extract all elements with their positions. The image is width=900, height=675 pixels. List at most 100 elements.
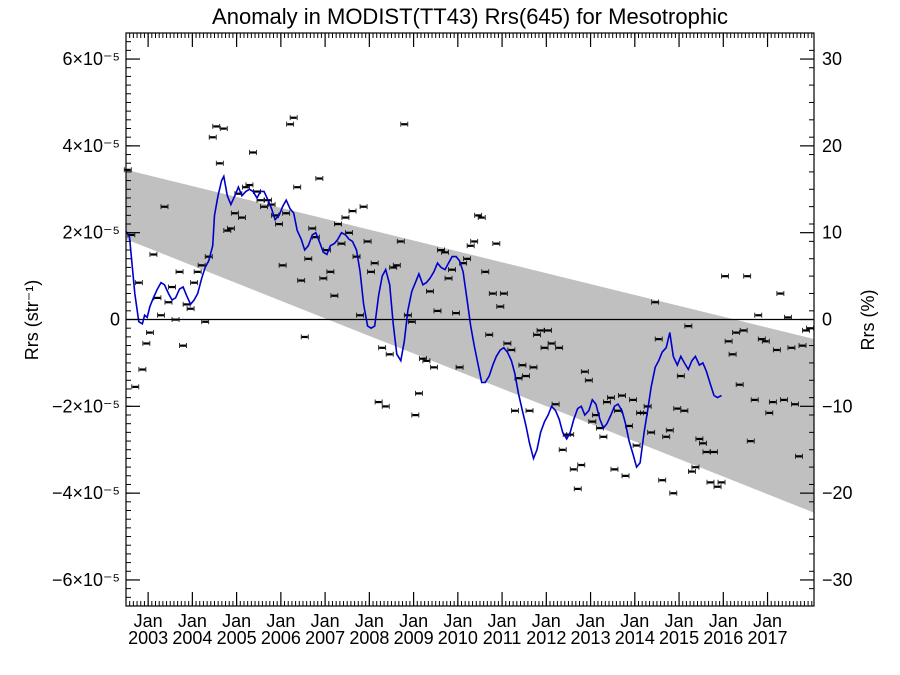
- data-point: [353, 255, 360, 258]
- data-point: [386, 353, 393, 356]
- x-tick-label-month: Jan: [532, 611, 561, 631]
- data-point: [283, 212, 290, 215]
- data-point: [268, 203, 275, 206]
- data-point: [445, 277, 452, 280]
- y-right-tick-label: −20: [822, 483, 853, 503]
- data-point: [592, 414, 599, 417]
- data-point: [526, 409, 533, 412]
- data-point: [349, 209, 356, 213]
- x-tick-label-year: 2005: [217, 628, 257, 648]
- data-point: [467, 244, 474, 247]
- data-point: [191, 281, 198, 284]
- chart-title: Anomaly in MODIST(TT43) Rrs(645) for Mes…: [212, 4, 728, 29]
- x-tick-label-year: 2010: [438, 628, 478, 648]
- data-point: [600, 435, 607, 438]
- data-point: [176, 270, 183, 273]
- data-point: [522, 374, 529, 378]
- data-point: [320, 277, 327, 280]
- data-point: [438, 249, 445, 252]
- y-right-tick-label: 0: [822, 310, 832, 330]
- data-point: [279, 264, 286, 267]
- data-point: [231, 212, 238, 215]
- data-point: [464, 257, 471, 260]
- data-point: [663, 435, 670, 438]
- data-point: [124, 168, 131, 171]
- data-point: [449, 268, 456, 271]
- data-point: [249, 151, 256, 154]
- data-point: [545, 329, 552, 332]
- data-point: [747, 440, 754, 443]
- data-point: [574, 487, 581, 490]
- data-point: [327, 270, 334, 273]
- data-point: [696, 437, 703, 441]
- data-point: [530, 366, 537, 369]
- data-point: [345, 231, 352, 234]
- data-point: [762, 340, 769, 343]
- data-point: [707, 481, 714, 484]
- data-point: [227, 227, 234, 230]
- data-point: [725, 340, 732, 343]
- x-tick-label-year: 2011: [483, 628, 522, 648]
- data-point: [316, 177, 323, 180]
- data-point: [312, 236, 319, 239]
- y-axis-label-right: Rrs (%): [858, 290, 878, 351]
- data-point: [323, 249, 330, 252]
- data-point: [674, 407, 681, 410]
- data-point: [169, 285, 176, 289]
- data-point: [290, 116, 297, 119]
- y-right-tick-label: −10: [822, 396, 853, 416]
- data-point: [334, 223, 341, 226]
- data-point: [788, 346, 795, 349]
- y-tick-label: 2×10⁻⁵: [62, 223, 120, 243]
- data-point: [287, 123, 294, 126]
- data-point: [198, 264, 205, 267]
- data-point: [301, 335, 308, 339]
- data-point: [504, 342, 511, 345]
- x-tick-label-month: Jan: [620, 611, 649, 631]
- x-tick-label-year: 2006: [261, 628, 301, 648]
- data-point: [733, 331, 740, 334]
- data-point: [202, 320, 209, 323]
- data-point: [581, 370, 588, 373]
- data-point: [216, 162, 223, 165]
- data-point: [132, 385, 139, 388]
- y-tick-label: −2×10⁻⁵: [52, 396, 120, 416]
- data-point: [253, 190, 260, 193]
- data-point: [161, 205, 168, 208]
- data-point: [471, 240, 478, 243]
- data-point: [611, 468, 618, 471]
- y-axis-label-left: Rrs (str⁻¹): [22, 280, 42, 360]
- y-tick-label: 4×10⁻⁵: [62, 136, 120, 156]
- data-point: [408, 320, 415, 323]
- data-point: [519, 364, 526, 367]
- data-point: [729, 353, 736, 356]
- data-point: [294, 186, 301, 189]
- data-point: [257, 199, 264, 202]
- data-point: [659, 479, 666, 482]
- x-tick-label-month: Jan: [443, 611, 472, 631]
- data-point: [655, 338, 662, 341]
- data-point: [213, 125, 220, 128]
- data-point: [360, 205, 367, 208]
- data-point: [718, 481, 725, 484]
- x-tick-label-month: Jan: [266, 611, 295, 631]
- x-tick-label-year: 2003: [128, 628, 168, 648]
- data-point: [209, 136, 216, 139]
- data-point: [368, 270, 375, 273]
- data-point: [618, 394, 625, 397]
- x-tick-label-month: Jan: [488, 611, 517, 631]
- series-line: [126, 173, 722, 469]
- data-point: [205, 255, 212, 258]
- data-point: [357, 314, 364, 317]
- data-point: [486, 333, 493, 336]
- data-point: [393, 264, 400, 267]
- data-point: [751, 398, 758, 402]
- data-point: [736, 383, 743, 386]
- data-point: [740, 329, 747, 332]
- data-point: [157, 314, 164, 317]
- data-point: [758, 338, 765, 341]
- data-point: [614, 409, 621, 412]
- data-point: [537, 329, 544, 332]
- data-point: [220, 127, 227, 130]
